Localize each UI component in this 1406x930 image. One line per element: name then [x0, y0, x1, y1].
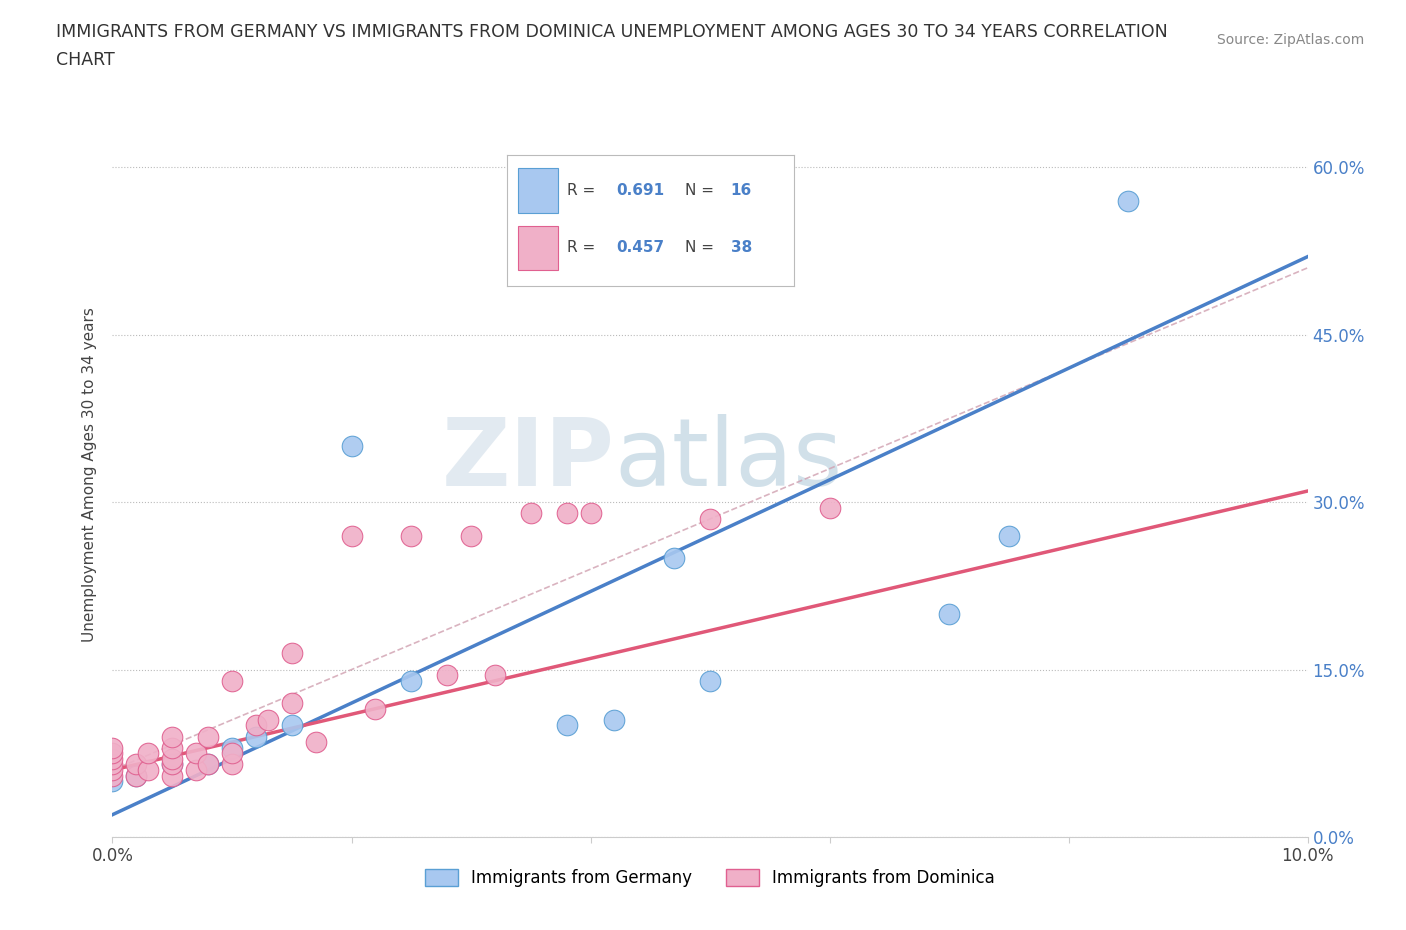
Point	[281, 718, 304, 733]
Point	[162, 751, 183, 766]
Point	[162, 740, 183, 755]
Point	[664, 551, 686, 565]
Point	[257, 712, 280, 727]
Point	[938, 606, 960, 621]
Text: CHART: CHART	[56, 51, 115, 69]
Point	[197, 757, 219, 772]
Point	[138, 746, 160, 761]
Point	[125, 768, 148, 783]
Point	[436, 668, 458, 683]
Point	[138, 763, 160, 777]
Point	[162, 768, 183, 783]
Point	[818, 500, 841, 515]
Point	[340, 528, 363, 543]
Point	[401, 673, 423, 688]
Point	[101, 751, 124, 766]
Point	[998, 528, 1021, 543]
Point	[699, 673, 721, 688]
Point	[520, 506, 543, 521]
Point	[101, 763, 124, 777]
Point	[125, 757, 148, 772]
Text: atlas: atlas	[614, 414, 842, 506]
Point	[197, 757, 219, 772]
Point	[245, 718, 267, 733]
Point	[186, 746, 208, 761]
Text: IMMIGRANTS FROM GERMANY VS IMMIGRANTS FROM DOMINICA UNEMPLOYMENT AMONG AGES 30 T: IMMIGRANTS FROM GERMANY VS IMMIGRANTS FR…	[56, 23, 1168, 41]
Point	[197, 729, 219, 744]
Point	[101, 774, 124, 789]
Point	[1118, 193, 1140, 208]
Point	[555, 718, 578, 733]
Point	[221, 757, 243, 772]
Point	[221, 746, 243, 761]
Point	[101, 746, 124, 761]
Point	[305, 735, 328, 750]
Text: Source: ZipAtlas.com: Source: ZipAtlas.com	[1216, 33, 1364, 46]
Point	[281, 696, 304, 711]
Point	[364, 701, 387, 716]
Point	[340, 439, 363, 454]
Point	[221, 673, 243, 688]
Point	[162, 757, 183, 772]
Point	[101, 757, 124, 772]
Legend: Immigrants from Germany, Immigrants from Dominica: Immigrants from Germany, Immigrants from…	[418, 862, 1002, 894]
Point	[162, 729, 183, 744]
Y-axis label: Unemployment Among Ages 30 to 34 years: Unemployment Among Ages 30 to 34 years	[82, 307, 97, 642]
Point	[162, 757, 183, 772]
Point	[281, 645, 304, 660]
Point	[186, 763, 208, 777]
Point	[555, 506, 578, 521]
Point	[579, 506, 602, 521]
Point	[460, 528, 482, 543]
Point	[101, 768, 124, 783]
Point	[401, 528, 423, 543]
Text: ZIP: ZIP	[441, 414, 614, 506]
Point	[125, 768, 148, 783]
Point	[101, 740, 124, 755]
Point	[484, 668, 506, 683]
Point	[603, 712, 626, 727]
Point	[699, 512, 721, 526]
Point	[245, 729, 267, 744]
Point	[221, 740, 243, 755]
